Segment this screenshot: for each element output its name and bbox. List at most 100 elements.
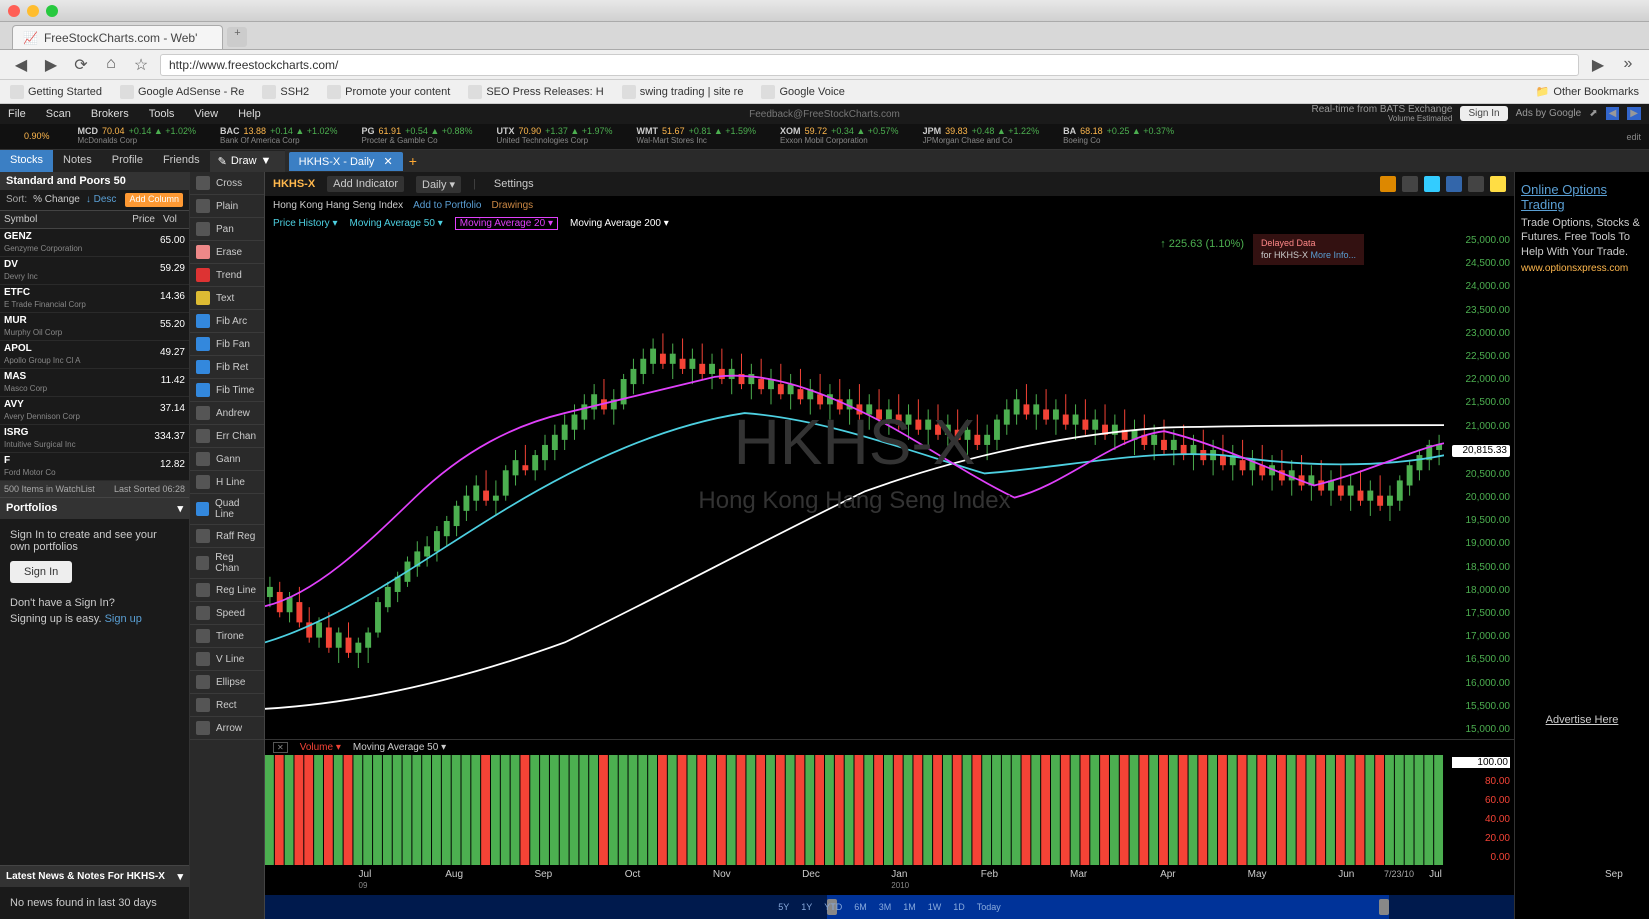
menu-file[interactable]: File	[8, 108, 26, 120]
bookmark-item[interactable]: Getting Started	[10, 85, 102, 99]
ticker-item[interactable]: XOM 59.72 +0.34 ▲ +0.57%Exxon Mobil Corp…	[768, 127, 911, 146]
watchlist-row[interactable]: APOLApollo Group Inc Cl A49.27	[0, 341, 189, 369]
range-5y[interactable]: 5Y	[774, 901, 793, 913]
menu-view[interactable]: View	[194, 108, 218, 120]
draw-tool-ellipse[interactable]: Ellipse	[190, 671, 264, 694]
play-icon[interactable]: ▶	[1587, 55, 1609, 75]
settings-button[interactable]: Settings	[488, 176, 540, 192]
watchlist-row[interactable]: ETFCE Trade Financial Corp14.36	[0, 285, 189, 313]
draw-tool-cross[interactable]: Cross	[190, 172, 264, 195]
draw-tool-rect[interactable]: Rect	[190, 694, 264, 717]
menu-scan[interactable]: Scan	[46, 108, 71, 120]
bookmark-item[interactable]: swing trading | site re	[622, 85, 744, 99]
close-volume-icon[interactable]: ✕	[273, 742, 288, 753]
bookmark-item[interactable]: SSH2	[262, 85, 309, 99]
range-today[interactable]: Today	[973, 901, 1005, 913]
draw-tool-tirone[interactable]: Tirone	[190, 625, 264, 648]
sidetab-profile[interactable]: Profile	[102, 150, 153, 172]
sort-column[interactable]: % Change	[33, 194, 80, 205]
new-tab-button[interactable]: +	[227, 27, 247, 47]
draw-tool-fib-ret[interactable]: Fib Ret	[190, 356, 264, 379]
url-input[interactable]	[160, 54, 1579, 76]
delayed-data-notice[interactable]: Delayed Data for HKHS-X More Info...	[1253, 234, 1364, 265]
draw-tool-speed[interactable]: Speed	[190, 602, 264, 625]
bookmark-item[interactable]: Google AdSense - Re	[120, 85, 244, 99]
watchlist-row[interactable]: FFord Motor Co12.82	[0, 453, 189, 481]
ticker-item[interactable]: JPM 39.83 +0.48 ▲ +1.22%JPMorgan Chase a…	[911, 127, 1052, 146]
twitter-icon[interactable]	[1424, 176, 1440, 192]
range-ytd[interactable]: YTD	[820, 901, 846, 913]
portfolios-header[interactable]: Portfolios ▾	[0, 497, 189, 519]
overflow-icon[interactable]: »	[1617, 55, 1639, 75]
draw-tool-v-line[interactable]: V Line	[190, 648, 264, 671]
alarm-icon[interactable]	[1380, 176, 1396, 192]
ind-ma50[interactable]: Moving Average 50 ▾	[350, 218, 443, 229]
sidetab-stocks[interactable]: Stocks	[0, 150, 53, 172]
close-tab-icon[interactable]: ✕	[384, 156, 393, 168]
ind-ma20[interactable]: Moving Average 20 ▾	[455, 217, 558, 230]
sidetab-friends[interactable]: Friends	[153, 150, 210, 172]
drawings-link[interactable]: Drawings	[491, 200, 533, 211]
volume-label[interactable]: Volume ▾	[300, 742, 341, 753]
range-1w[interactable]: 1W	[924, 901, 946, 913]
watchlist-row[interactable]: DVDevry Inc59.29	[0, 257, 189, 285]
ticker-item[interactable]: BA 68.18 +0.25 ▲ +0.37%Boeing Co	[1051, 127, 1186, 146]
next-ad-icon[interactable]: ▶	[1627, 107, 1641, 120]
ticker-item[interactable]: BAC 13.88 +0.14 ▲ +1.02%Bank Of America …	[208, 127, 350, 146]
bookmark-star-icon[interactable]: ☆	[130, 55, 152, 75]
draw-tool-reg-line[interactable]: Reg Line	[190, 579, 264, 602]
draw-tool-trend[interactable]: Trend	[190, 264, 264, 287]
back-button[interactable]: ◀	[10, 55, 32, 75]
note-icon[interactable]	[1490, 176, 1506, 192]
minimize-window-button[interactable]	[27, 5, 39, 17]
prev-ad-icon[interactable]: ◀	[1606, 107, 1620, 120]
timeframe-select[interactable]: Daily ▾	[416, 176, 461, 193]
draw-tool-arrow[interactable]: Arrow	[190, 717, 264, 740]
draw-tool-erase[interactable]: Erase	[190, 241, 264, 264]
col-price[interactable]: Price	[109, 211, 159, 228]
time-range-slider[interactable]: 5Y1YYTD6M3M1M1W1DToday	[265, 895, 1514, 919]
watchlist-title[interactable]: Standard and Poors 50	[0, 172, 189, 190]
ad-title-link[interactable]: Online Options Trading	[1521, 182, 1643, 212]
bookmark-item[interactable]: Promote your content	[327, 85, 450, 99]
bookmark-item[interactable]: Google Voice	[761, 85, 844, 99]
draw-tool-reg-chan[interactable]: Reg Chan	[190, 548, 264, 579]
add-chart-tab-icon[interactable]: +	[409, 153, 417, 169]
forward-button[interactable]: ▶	[40, 55, 62, 75]
draw-tool-gann[interactable]: Gann	[190, 448, 264, 471]
col-vol[interactable]: Vol	[159, 211, 189, 228]
signup-link[interactable]: Sign up	[105, 613, 142, 625]
ticker-item[interactable]: MCD 70.04 +0.14 ▲ +1.02%McDonalds Corp	[66, 127, 209, 146]
signin-button[interactable]: Sign In	[1460, 106, 1507, 121]
draw-tool-h-line[interactable]: H Line	[190, 471, 264, 494]
other-bookmarks[interactable]: 📁 Other Bookmarks	[1536, 85, 1639, 98]
watchlist-row[interactable]: GENZGenzyme Corporation65.00	[0, 229, 189, 257]
menu-brokers[interactable]: Brokers	[91, 108, 129, 120]
watchlist-row[interactable]: ISRGIntuitive Surgical Inc334.37	[0, 425, 189, 453]
close-window-button[interactable]	[8, 5, 20, 17]
range-6m[interactable]: 6M	[850, 901, 871, 913]
ind-price-history[interactable]: Price History ▾	[273, 218, 338, 229]
feedback-link[interactable]: Feedback@FreeStockCharts.com	[749, 109, 900, 120]
draw-tool-pan[interactable]: Pan	[190, 218, 264, 241]
sidetab-notes[interactable]: Notes	[53, 150, 102, 172]
ticker-item[interactable]: WMT 51.67 +0.81 ▲ +1.59%Wal-Mart Stores …	[625, 127, 769, 146]
add-to-portfolio-link[interactable]: Add to Portfolio	[413, 200, 481, 211]
draw-tool-text[interactable]: Text	[190, 287, 264, 310]
news-header[interactable]: Latest News & Notes For HKHS-X ▾	[0, 865, 189, 887]
range-1y[interactable]: 1Y	[797, 901, 816, 913]
menu-help[interactable]: Help	[238, 108, 261, 120]
watchlist-row[interactable]: MURMurphy Oil Corp55.20	[0, 313, 189, 341]
chart-tab[interactable]: HKHS-X - Daily ✕	[289, 152, 403, 171]
price-chart[interactable]: ↑ 225.63 (1.10%) Delayed Data for HKHS-X…	[265, 232, 1514, 739]
portfolio-signin-button[interactable]: Sign In	[10, 561, 72, 583]
tool-icon[interactable]	[1468, 176, 1484, 192]
ind-ma200[interactable]: Moving Average 200 ▾	[570, 218, 669, 229]
chart-symbol[interactable]: HKHS-X	[273, 178, 315, 190]
advertise-here-link[interactable]: Advertise Here	[1521, 714, 1643, 726]
watchlist-row[interactable]: AVYAvery Dennison Corp37.14	[0, 397, 189, 425]
range-1m[interactable]: 1M	[899, 901, 920, 913]
draw-tool-fib-arc[interactable]: Fib Arc	[190, 310, 264, 333]
ticker-item[interactable]: UTX 70.90 +1.37 ▲ +1.97%United Technolog…	[485, 127, 625, 146]
sort-direction[interactable]: ↓ Desc	[86, 194, 117, 205]
